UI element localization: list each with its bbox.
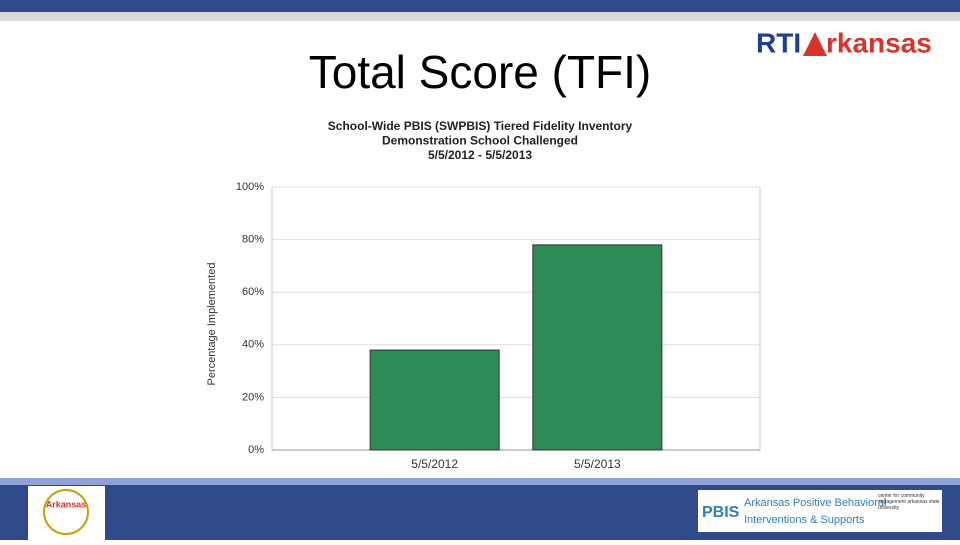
y-tick-label: 100% [236, 181, 264, 193]
y-tick-label: 20% [242, 391, 264, 403]
plot-frame [271, 186, 761, 451]
bottom-strip [0, 478, 960, 485]
y-axis-label: Percentage Implemented [206, 263, 218, 386]
logo-ring [43, 489, 89, 535]
y-tick-label: 80% [242, 234, 264, 246]
logo-text: Arkansas [46, 499, 87, 509]
slide-title: Total Score (TFI) [309, 46, 652, 98]
x-tick-label: 5/5/2013 [574, 457, 621, 471]
logo-text: rkansas [826, 27, 932, 58]
logo-text: Interventions & Supports [744, 514, 865, 526]
top-strip [0, 12, 960, 21]
logo-text: Arkansas Positive Behavioral [744, 497, 886, 509]
top-band [0, 0, 960, 12]
logo-box [28, 486, 105, 540]
logo-icon [803, 32, 827, 56]
chart-title: School-Wide PBIS (SWPBIS) Tiered Fidelit… [328, 119, 633, 133]
bar [532, 244, 663, 451]
bar [369, 349, 500, 451]
y-tick-label: 60% [242, 286, 264, 298]
chart-title: Demonstration School Challenged [382, 134, 578, 148]
logo-text: PBIS [702, 504, 740, 521]
x-tick-label: 5/5/2012 [411, 457, 458, 471]
logo-text: RTI [756, 27, 801, 58]
y-tick-label: 40% [242, 339, 264, 351]
logo-box [698, 490, 942, 532]
partner-box: center for community engagement arkansas… [878, 493, 940, 511]
logo-text: center for community engagement arkansas… [878, 493, 940, 511]
y-tick-label: 0% [248, 444, 264, 456]
chart-title: 5/5/2012 - 5/5/2013 [428, 148, 532, 162]
